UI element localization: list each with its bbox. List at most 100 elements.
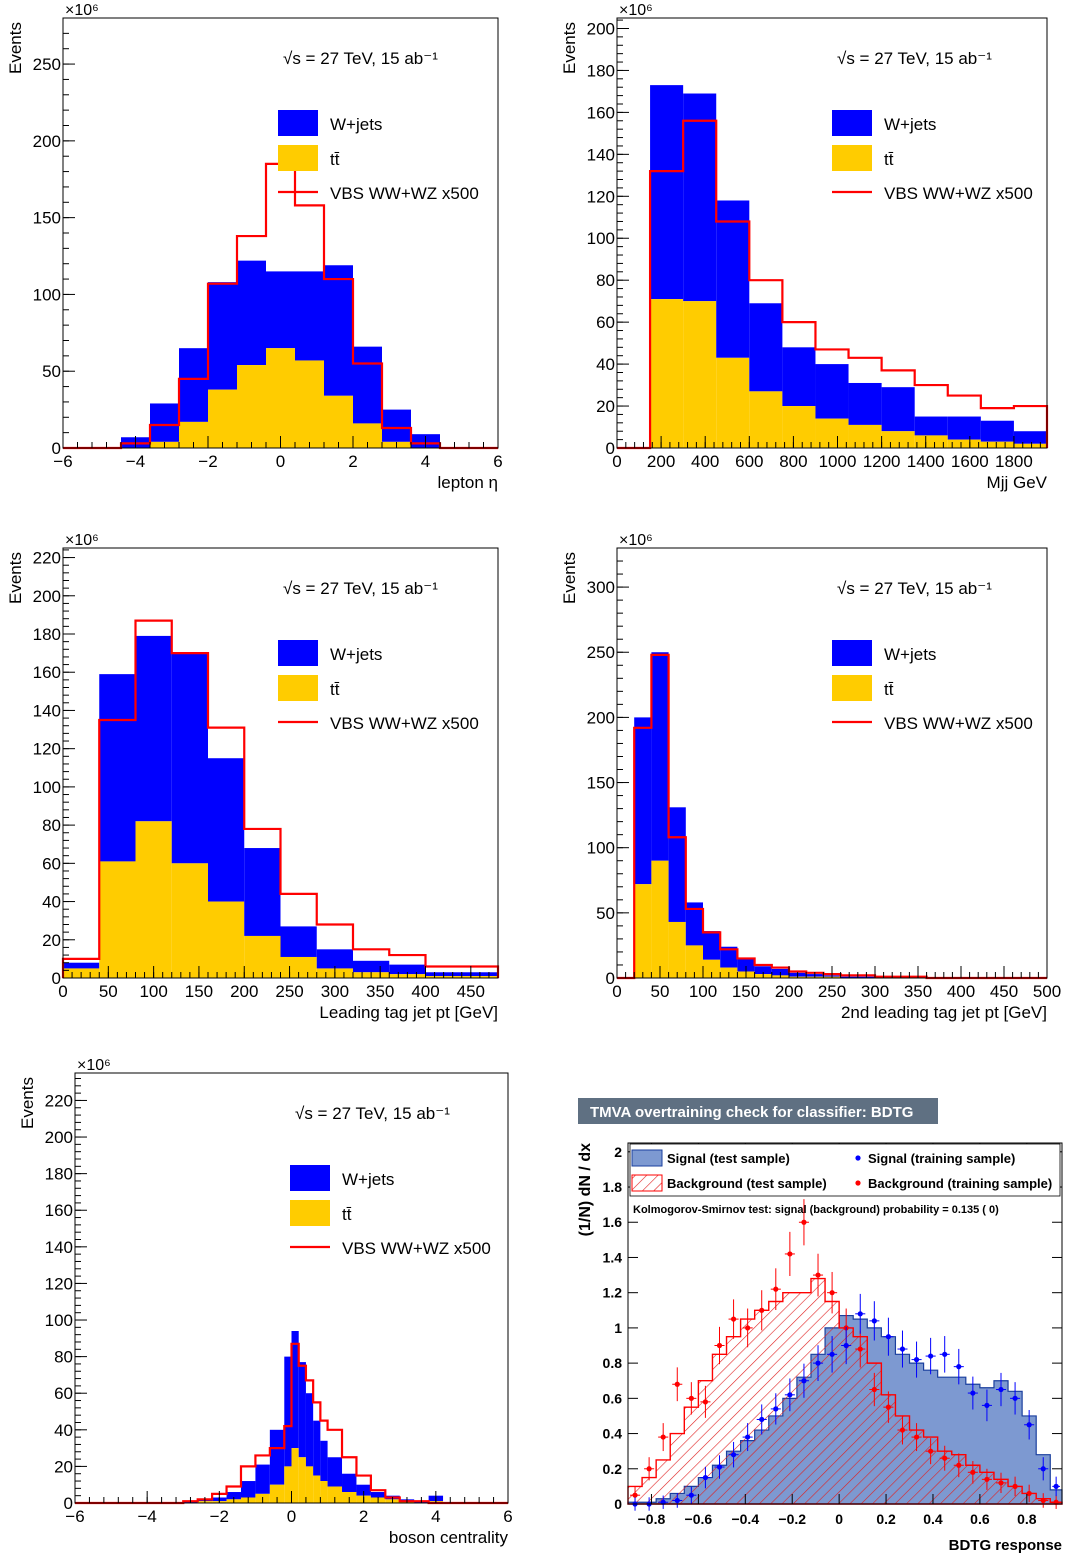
background-training-point <box>899 1427 906 1433</box>
ttbar-bar <box>171 863 208 978</box>
legend-label-ttbar: tt̄ <box>330 150 340 169</box>
ttbar-bar <box>291 1448 299 1503</box>
y-tick-label: 50 <box>596 904 615 923</box>
wjets-bar <box>737 958 755 972</box>
y-tick-label: 80 <box>596 271 615 290</box>
y-tick-label: 180 <box>45 1165 73 1184</box>
x-tick-label: 300 <box>321 982 349 1001</box>
y-axis-label: Events <box>560 552 579 604</box>
background-training-point <box>632 1492 638 1498</box>
ttbar-bar <box>651 860 669 978</box>
wjets-bar <box>848 382 882 425</box>
x-tick-label: 100 <box>689 982 717 1001</box>
x-tick-label: 800 <box>779 452 807 471</box>
ttbar-bar <box>848 424 882 448</box>
legend-marker-signal-training <box>855 1155 861 1161</box>
signal-training-point <box>829 1351 835 1357</box>
x-axis-label: Leading tag jet pt [GeV] <box>319 1003 498 1022</box>
legend-swatch-ttbar <box>278 145 318 171</box>
x-tick-label: 0.2 <box>876 1511 896 1527</box>
y-axis-label: Events <box>560 22 579 74</box>
wjets-bar <box>208 282 237 390</box>
background-training-point <box>1026 1490 1032 1497</box>
y-tick-label: 40 <box>54 1421 73 1440</box>
background-training-point <box>829 1290 835 1296</box>
wjets-bar <box>685 902 703 946</box>
legend-label-signal-training: Signal (training sample) <box>868 1151 1015 1166</box>
signal-training-point <box>942 1351 948 1357</box>
signal-training-point <box>857 1311 863 1317</box>
signal-training-point <box>801 1378 807 1384</box>
y-axis-label: Events <box>18 1077 37 1129</box>
legend-label-ttbar: tt̄ <box>884 150 894 169</box>
y-tick-label: 180 <box>33 625 61 644</box>
legend-swatch-signal-test <box>631 1149 663 1167</box>
signal-step-line <box>61 619 500 978</box>
background-training-point <box>885 1404 892 1410</box>
ttbar-bar <box>703 959 721 978</box>
y-exponent: ×10⁶ <box>65 532 99 549</box>
x-tick-label: −4 <box>137 1507 156 1526</box>
signal-training-point <box>716 1464 723 1470</box>
legend-swatch-ttbar <box>832 675 872 701</box>
x-tick-label: 50 <box>99 982 118 1001</box>
y-tick-label: 200 <box>587 708 615 727</box>
background-training-point <box>815 1272 821 1278</box>
y-tick-label: 20 <box>54 1457 73 1476</box>
y-exponent: ×10⁶ <box>619 532 653 549</box>
wjets-bar <box>668 807 686 922</box>
legend-marker-background-training <box>855 1180 861 1186</box>
x-tick-label: 0 <box>612 982 621 1001</box>
legend-swatch-wjets <box>290 1165 330 1191</box>
signal-training-point <box>1040 1466 1046 1472</box>
x-tick-label: 2 <box>359 1507 368 1526</box>
y-tick-label: 0.6 <box>603 1390 623 1406</box>
ttbar-bar <box>980 441 1014 448</box>
ttbar-bar <box>324 395 353 448</box>
background-training-point <box>730 1316 737 1322</box>
wjets-bar <box>720 946 738 968</box>
signal-training-point <box>745 1434 751 1440</box>
ks-test-label: Kolmogorov-Smirnov test: signal (backgro… <box>633 1204 999 1216</box>
x-tick-label: 400 <box>947 982 975 1001</box>
y-tick-label: 0.8 <box>603 1355 623 1371</box>
y-tick-label: 80 <box>42 816 61 835</box>
legend-swatch-ttbar <box>278 675 318 701</box>
ttbar-bar <box>650 299 684 448</box>
y-tick-label: 60 <box>42 854 61 873</box>
wjets-bar <box>327 1457 343 1487</box>
wjets-bar <box>389 964 426 975</box>
x-tick-label: 300 <box>861 982 889 1001</box>
background-training-point <box>759 1307 765 1313</box>
histogram-panel-4: 0 50 100 150 200 250 300 350 400 450 500 0 50 100 150 2… <box>560 532 1061 1022</box>
x-tick-label: 350 <box>904 982 932 1001</box>
energy-annotation: √s = 27 TeV, 15 ab⁻¹ <box>837 49 992 68</box>
y-axis-label: (1/N) dN / dx <box>577 1143 594 1236</box>
ttbar-bar <box>668 921 686 978</box>
wjets-bar <box>316 949 353 969</box>
legend-label-wjets: W+jets <box>342 1170 394 1189</box>
signal-training-point <box>730 1452 737 1458</box>
x-axis-label: boson centrality <box>389 1528 509 1547</box>
x-tick-label: −4 <box>126 452 145 471</box>
plot-frame <box>627 1142 1063 1505</box>
ttbar-bar <box>685 945 703 978</box>
signal-step-line <box>75 1342 508 1505</box>
y-tick-label: 0 <box>606 969 615 988</box>
wjets-bar <box>980 420 1014 442</box>
background-training-point <box>773 1286 779 1292</box>
y-tick-label: 160 <box>45 1201 73 1220</box>
y-tick-label: 40 <box>596 355 615 374</box>
histogram-panel-5: −6 −4 −2 0 2 4 6020406080100120140160180200220… <box>18 1057 513 1547</box>
wjets-bar <box>650 85 684 300</box>
y-tick-label: 100 <box>33 285 61 304</box>
wjets-bar <box>1013 431 1047 444</box>
legend-label-wjets: W+jets <box>330 115 382 134</box>
energy-annotation: √s = 27 TeV, 15 ab⁻¹ <box>295 1104 450 1123</box>
wjets-bar <box>815 364 849 419</box>
signal-training-point <box>674 1497 680 1504</box>
wjets-bar <box>135 635 172 822</box>
background-training-point <box>913 1434 920 1440</box>
x-tick-label: 1600 <box>951 452 989 471</box>
